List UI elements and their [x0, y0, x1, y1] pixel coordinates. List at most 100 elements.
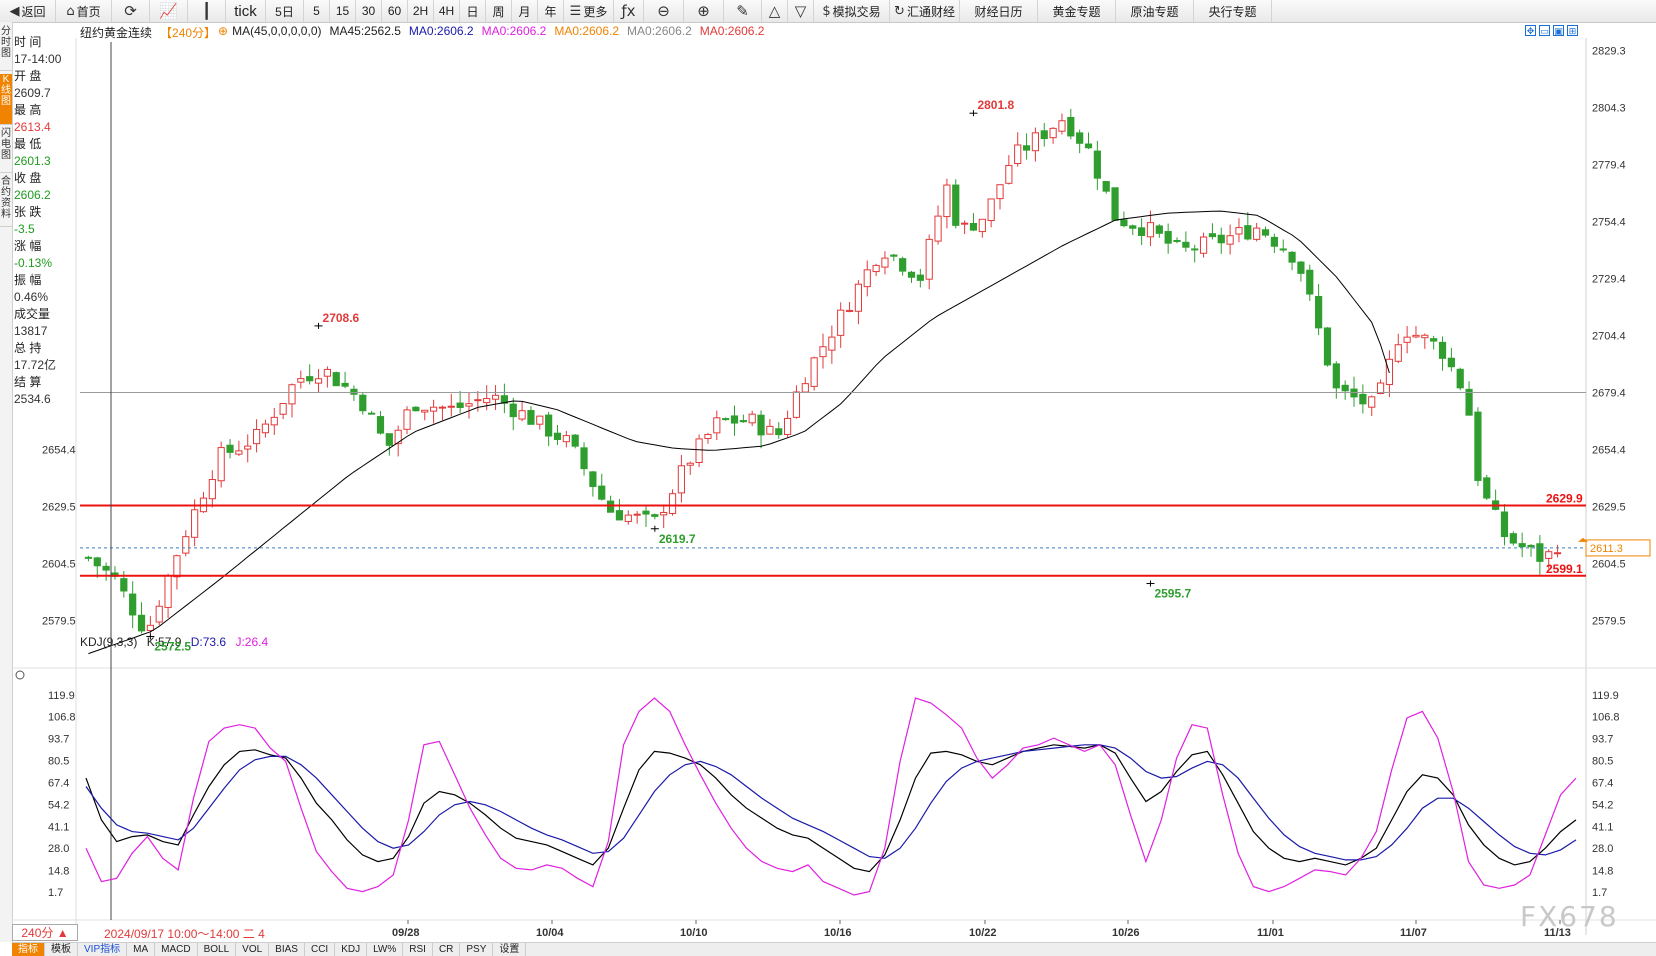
dollar-icon: $ [822, 3, 831, 19]
toolbar-6-button[interactable]: 5日 [266, 0, 304, 22]
indicator-tab-1[interactable]: 模板 [45, 943, 78, 956]
ma45-value: MA45:2562.5 [329, 24, 401, 38]
toolbar-14-button[interactable]: 周 [486, 0, 512, 22]
candle-body [137, 614, 146, 632]
candle-body [606, 500, 615, 513]
toolbar-15-button[interactable]: 月 [512, 0, 538, 22]
indicator-tab-5[interactable]: BOLL [198, 943, 237, 956]
candle-body [952, 184, 960, 226]
triangle-down-button[interactable]: ▽ [788, 0, 814, 22]
indicator-tab-3[interactable]: MA [127, 943, 156, 956]
extreme-label: 2595.7 [1154, 587, 1191, 601]
indicator-tab-10[interactable]: LW% [367, 943, 404, 956]
candle-body [1368, 396, 1376, 408]
candle-body [332, 372, 340, 387]
candle-body [350, 388, 358, 395]
toolbar-27-button[interactable]: 黄金专题 [1038, 0, 1116, 22]
shrink-icon[interactable]: ▭ [1539, 25, 1550, 36]
side-tab-1[interactable]: K线图 [0, 74, 12, 125]
side-tab-3[interactable]: 合约资料 [0, 176, 12, 227]
period-selector[interactable]: 240分 ▲ [12, 924, 78, 941]
dollar-button[interactable]: $ 模拟交易 [814, 0, 890, 22]
candle-body [677, 465, 685, 494]
candle-body [828, 336, 836, 351]
back-button[interactable]: ◀ 返回 [0, 0, 56, 22]
maximize-icon[interactable]: ⊞ [1567, 25, 1578, 36]
cycle-button[interactable]: ↻ 汇通财经 [890, 0, 960, 22]
settings-gear-icon[interactable]: ⊕ [218, 24, 229, 38]
kdj-j-value: J:26.4 [235, 635, 269, 649]
triangle-up-button[interactable]: △ [762, 0, 788, 22]
indicator-tab-0[interactable]: 指标 [12, 943, 45, 956]
toolbar-7-button[interactable]: 5 [304, 0, 330, 22]
indicator-tab-7[interactable]: BIAS [269, 943, 305, 956]
expand-icon[interactable]: ▣ [1553, 25, 1564, 36]
toolbar-16-button[interactable]: 年 [538, 0, 564, 22]
candle-body [1058, 120, 1066, 132]
indicator-tab-4[interactable]: MACD [155, 943, 198, 956]
move-icon[interactable]: ✥ [1525, 25, 1536, 36]
toolbar-label: 模拟交易 [832, 4, 881, 19]
toolbar-label: 央行专题 [1208, 4, 1257, 19]
toolbar-10-button[interactable]: 60 [382, 0, 408, 22]
toolbar-11-button[interactable]: 2H [408, 0, 434, 22]
candle-body [1323, 327, 1332, 366]
toolbar-8-button[interactable]: 15 [330, 0, 356, 22]
high-label: 最 高 [14, 103, 42, 117]
candle-body [668, 493, 677, 514]
candle-body [589, 471, 597, 487]
candle-body [987, 198, 995, 222]
indicator-tab-8[interactable]: CCI [305, 943, 336, 956]
home-button[interactable]: ⌂ 首页 [56, 0, 112, 22]
toolbar-label: 日 [466, 4, 479, 19]
toolbar-29-button[interactable]: 央行专题 [1194, 0, 1272, 22]
candle-body [1173, 239, 1181, 242]
menu-button[interactable]: ☰ 更多 [564, 0, 614, 22]
candle-body [1014, 144, 1022, 164]
toolbar-13-button[interactable]: 日 [460, 0, 486, 22]
price-tick-label: 2804.3 [1592, 102, 1626, 114]
toolbar-9-button[interactable]: 30 [356, 0, 382, 22]
refresh-icon: ⟳ [124, 2, 137, 20]
kdj-tick-label: 28.0 [1592, 843, 1613, 855]
side-tab-2[interactable]: 闪电图 [0, 128, 12, 173]
candle-body [1545, 551, 1553, 559]
refresh-button[interactable]: ⟳ [112, 0, 150, 22]
indicator-tab-9[interactable]: KDJ [335, 943, 368, 956]
candle-body [713, 417, 721, 434]
zoom-in-button[interactable]: ⊕ [684, 0, 724, 22]
indicator-tab-2[interactable]: VIP指标 [78, 943, 128, 956]
toolbar-26-button[interactable]: 财经日历 [960, 0, 1038, 22]
toolbar-5-button[interactable]: tick [226, 0, 266, 22]
change-label: 张 跌 [14, 205, 42, 219]
draw-button[interactable]: ✎ [724, 0, 762, 22]
indicator-tab-14[interactable]: 设置 [493, 943, 527, 956]
kdj-name[interactable]: KDJ(9,3,3) [80, 635, 138, 649]
close-label: 收 盘 [14, 171, 42, 185]
last-price-box [1585, 539, 1651, 557]
toolbar-28-button[interactable]: 原油专题 [1116, 0, 1194, 22]
indicator-tab-6[interactable]: VOL [236, 943, 270, 956]
zoom-out-button[interactable]: ⊖ [644, 0, 684, 22]
candle-body [102, 565, 110, 571]
ma-params[interactable]: MA(45,0,0,0,0,0) [232, 24, 322, 38]
candle-body [1553, 552, 1562, 555]
candle-body [969, 222, 978, 231]
indicator-tab-13[interactable]: PSY [460, 943, 494, 956]
toolbar-12-button[interactable]: 4H [434, 0, 460, 22]
candle-body [837, 309, 845, 336]
formula-button[interactable]: ƒx [614, 0, 644, 22]
side-tab-0[interactable]: 分时图 [0, 26, 12, 71]
indicator-tab-11[interactable]: RSI [403, 943, 433, 956]
line-chart-button[interactable]: 📈 [150, 0, 188, 22]
candlestick-button[interactable]: ┃ [188, 0, 226, 22]
symbol-title: 纽约黄金连续 [80, 26, 153, 40]
candle-body [1182, 241, 1190, 248]
level-label: 2629.9 [1546, 491, 1583, 505]
toolbar-label: 15 [335, 4, 350, 18]
candle-body [1430, 338, 1438, 342]
high-value: 2613.4 [14, 120, 51, 134]
settle-label: 结 算 [14, 375, 42, 389]
indicator-tab-12[interactable]: CR [433, 943, 461, 956]
